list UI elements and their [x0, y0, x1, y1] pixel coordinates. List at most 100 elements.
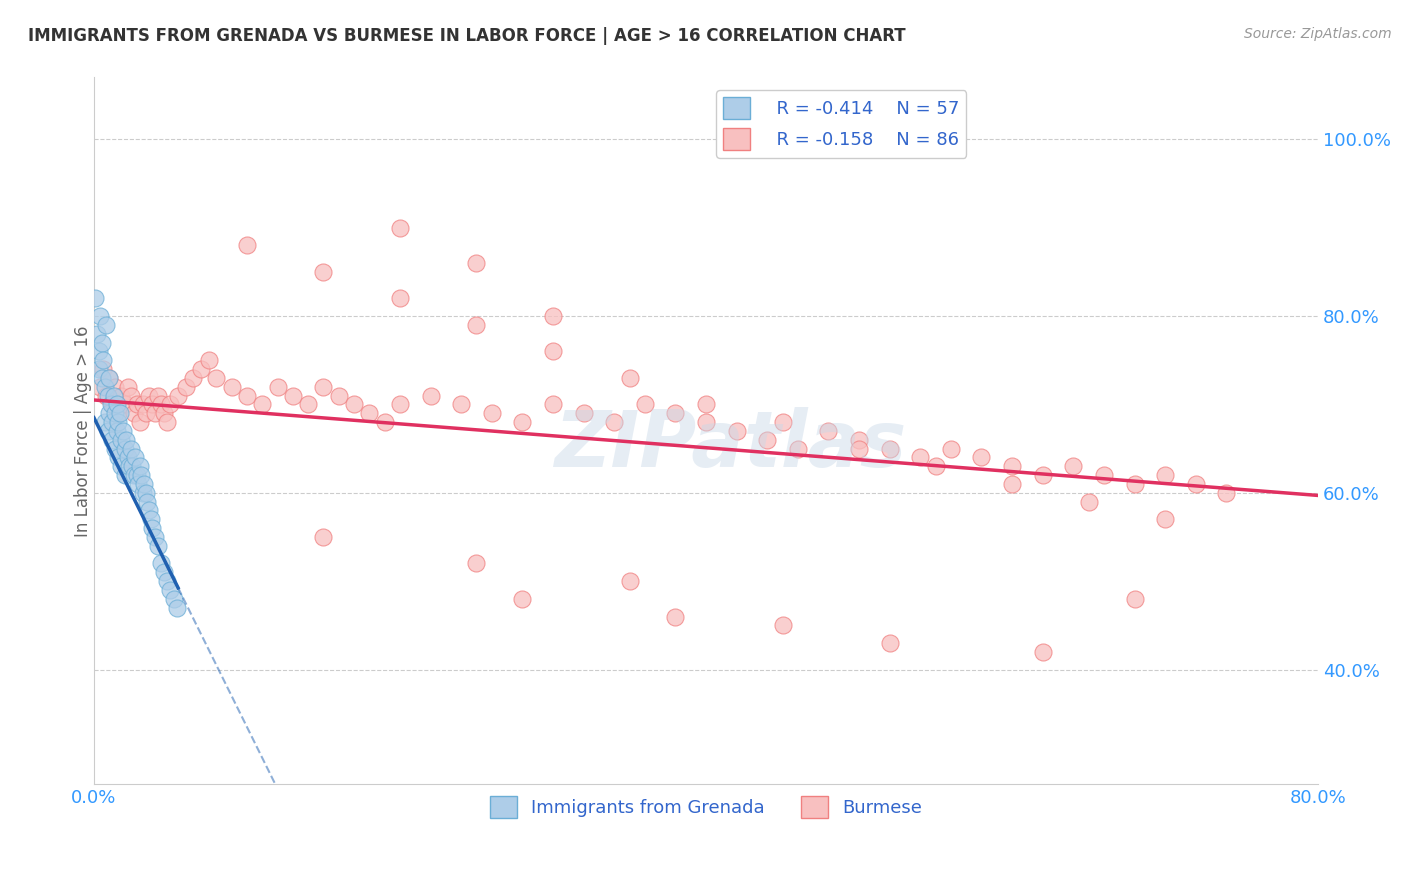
- Point: [756, 433, 779, 447]
- Point: [131, 468, 153, 483]
- Point: [91, 362, 114, 376]
- Point: [104, 442, 127, 456]
- Point: [120, 442, 142, 456]
- Point: [695, 415, 717, 429]
- Point: [139, 512, 162, 526]
- Point: [148, 388, 170, 402]
- Point: [114, 397, 136, 411]
- Point: [98, 371, 121, 385]
- Point: [312, 530, 335, 544]
- Point: [125, 397, 148, 411]
- Point: [695, 397, 717, 411]
- Point: [1123, 591, 1146, 606]
- Point: [465, 557, 488, 571]
- Point: [634, 397, 657, 411]
- Point: [93, 380, 115, 394]
- Point: [1077, 494, 1099, 508]
- Point: [148, 539, 170, 553]
- Point: [312, 265, 335, 279]
- Point: [110, 433, 132, 447]
- Point: [190, 362, 212, 376]
- Point: [1123, 477, 1146, 491]
- Point: [266, 380, 288, 394]
- Point: [117, 450, 139, 465]
- Point: [143, 530, 166, 544]
- Point: [388, 397, 411, 411]
- Point: [1062, 459, 1084, 474]
- Point: [87, 344, 110, 359]
- Point: [122, 468, 145, 483]
- Y-axis label: In Labor Force | Age > 16: In Labor Force | Age > 16: [75, 326, 91, 537]
- Point: [132, 397, 155, 411]
- Point: [786, 442, 808, 456]
- Point: [772, 415, 794, 429]
- Point: [156, 574, 179, 589]
- Point: [138, 388, 160, 402]
- Point: [93, 415, 115, 429]
- Point: [664, 609, 686, 624]
- Point: [141, 397, 163, 411]
- Point: [96, 388, 118, 402]
- Point: [150, 557, 173, 571]
- Point: [105, 424, 128, 438]
- Point: [541, 344, 564, 359]
- Point: [150, 397, 173, 411]
- Point: [141, 521, 163, 535]
- Point: [166, 600, 188, 615]
- Point: [1215, 485, 1237, 500]
- Point: [1001, 459, 1024, 474]
- Point: [725, 424, 748, 438]
- Point: [603, 415, 626, 429]
- Point: [1092, 468, 1115, 483]
- Legend: Immigrants from Grenada, Burmese: Immigrants from Grenada, Burmese: [482, 789, 929, 825]
- Point: [100, 397, 122, 411]
- Point: [328, 388, 350, 402]
- Point: [541, 397, 564, 411]
- Point: [103, 388, 125, 402]
- Point: [122, 406, 145, 420]
- Point: [619, 371, 641, 385]
- Point: [541, 309, 564, 323]
- Point: [89, 309, 111, 323]
- Point: [879, 442, 901, 456]
- Point: [136, 494, 159, 508]
- Point: [374, 415, 396, 429]
- Point: [924, 459, 946, 474]
- Point: [236, 238, 259, 252]
- Point: [108, 406, 131, 420]
- Point: [128, 459, 150, 474]
- Point: [107, 406, 129, 420]
- Point: [105, 397, 128, 411]
- Point: [236, 388, 259, 402]
- Point: [115, 433, 138, 447]
- Point: [848, 433, 870, 447]
- Point: [153, 566, 176, 580]
- Point: [1154, 512, 1177, 526]
- Point: [135, 406, 157, 420]
- Point: [619, 574, 641, 589]
- Point: [1001, 477, 1024, 491]
- Point: [159, 397, 181, 411]
- Point: [138, 503, 160, 517]
- Point: [388, 220, 411, 235]
- Point: [465, 318, 488, 332]
- Point: [970, 450, 993, 465]
- Point: [91, 353, 114, 368]
- Point: [419, 388, 441, 402]
- Point: [221, 380, 243, 394]
- Point: [110, 388, 132, 402]
- Point: [128, 415, 150, 429]
- Point: [104, 406, 127, 420]
- Point: [162, 591, 184, 606]
- Point: [848, 442, 870, 456]
- Point: [156, 415, 179, 429]
- Text: IMMIGRANTS FROM GRENADA VS BURMESE IN LABOR FORCE | AGE > 16 CORRELATION CHART: IMMIGRANTS FROM GRENADA VS BURMESE IN LA…: [28, 27, 905, 45]
- Point: [90, 335, 112, 350]
- Point: [159, 582, 181, 597]
- Point: [86, 326, 108, 341]
- Point: [104, 380, 127, 394]
- Point: [450, 397, 472, 411]
- Point: [132, 485, 155, 500]
- Point: [512, 591, 534, 606]
- Point: [281, 388, 304, 402]
